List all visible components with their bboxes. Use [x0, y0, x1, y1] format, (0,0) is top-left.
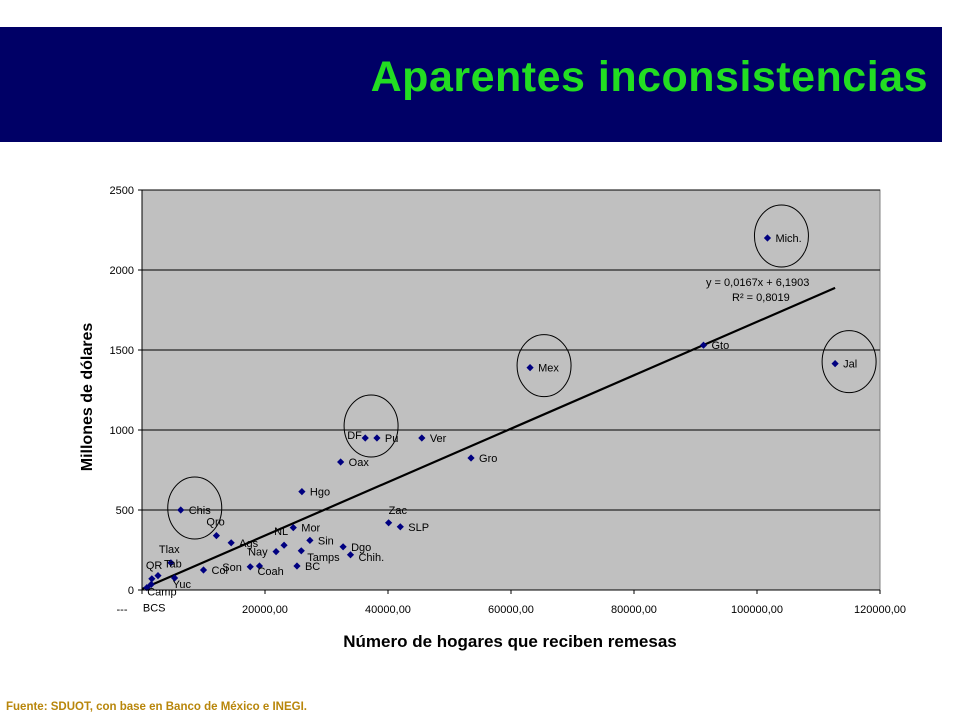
- point-label: QR: [146, 560, 163, 572]
- point-label: Tamps: [307, 552, 340, 564]
- point-label: BC: [305, 561, 320, 573]
- point-label: Chis: [189, 505, 212, 517]
- point-label: Son: [222, 562, 242, 574]
- data-point: [255, 562, 264, 570]
- point-label: Mor: [301, 523, 320, 535]
- point-label: Tab: [164, 559, 182, 571]
- point-label: Chih.: [358, 552, 384, 564]
- data-point: [199, 566, 208, 574]
- plot-area: [141, 189, 881, 591]
- y-tick-label: 0: [128, 585, 134, 597]
- source-note: Fuente: SDUOT, con base en Banco de Méxi…: [6, 701, 307, 713]
- y-tick-label: 2000: [110, 265, 134, 277]
- highlight-circle: [343, 394, 399, 458]
- point-label: Zac: [389, 505, 408, 517]
- point-label: Gto: [711, 340, 729, 352]
- y-tick-label: 1500: [110, 345, 134, 357]
- y-tick-label: 2500: [110, 185, 134, 197]
- y-tick-label: 1000: [110, 425, 134, 437]
- data-point: [289, 524, 297, 532]
- x-axis-title: Número de hogares que reciben remesas: [343, 632, 677, 651]
- point-label: Ver: [430, 433, 447, 445]
- slide-title: Aparentes inconsistencias: [370, 53, 928, 101]
- highlight-circle: [821, 330, 877, 394]
- data-point: [167, 559, 175, 567]
- data-point: [212, 532, 221, 540]
- data-point: [361, 434, 369, 442]
- point-label: SLP: [408, 522, 429, 534]
- trendline: [141, 286, 836, 591]
- x-tick-label: ---: [117, 604, 128, 616]
- y-axis-title: Millones de dólares: [79, 323, 96, 472]
- point-label: Jal: [843, 359, 857, 371]
- title-banner: Aparentes inconsistencias: [0, 27, 942, 142]
- data-point: [246, 563, 254, 571]
- data-point: [385, 519, 393, 527]
- data-point: [297, 547, 305, 555]
- point-label: Mex: [538, 363, 559, 375]
- trendline-r2: R² = 0,8019: [732, 292, 790, 304]
- data-point: [306, 536, 314, 544]
- point-label: Dgo: [351, 542, 371, 554]
- x-tick-label: 120000,00: [854, 604, 906, 616]
- point-label: Yuc: [173, 579, 192, 591]
- point-label: Mich.: [775, 233, 801, 245]
- data-point: [339, 543, 347, 551]
- point-label: Nay: [248, 547, 268, 559]
- data-point: [154, 572, 162, 580]
- point-label: BCS: [143, 603, 166, 615]
- data-point: [272, 548, 280, 556]
- data-point: [763, 234, 772, 242]
- point-label: Tlax: [159, 544, 180, 556]
- point-label: Camp: [147, 586, 176, 598]
- point-label: Qro: [206, 517, 224, 529]
- trendline-equation: y = 0,0167x + 6,1903: [706, 277, 809, 289]
- data-point: [298, 488, 306, 496]
- data-point: [227, 539, 235, 547]
- point-label: Ags: [239, 538, 258, 550]
- data-point: [699, 341, 708, 349]
- x-tick-label: 40000,00: [365, 604, 411, 616]
- point-label: Coah: [257, 566, 283, 578]
- data-point: [337, 458, 345, 466]
- data-point: [143, 584, 151, 592]
- point-label: Hgo: [310, 487, 330, 499]
- data-point: [170, 574, 179, 582]
- data-point: [148, 575, 156, 583]
- point-label: Col: [212, 565, 229, 577]
- y-tick-label: 500: [116, 505, 134, 517]
- point-label: DF: [347, 430, 362, 442]
- point-label: Pu: [385, 433, 398, 445]
- data-point: [467, 454, 475, 462]
- highlight-circle: [753, 204, 809, 268]
- data-point: [418, 434, 426, 442]
- highlight-circle: [167, 476, 223, 540]
- x-tick-label: 20000,00: [242, 604, 288, 616]
- data-point: [147, 580, 155, 588]
- highlight-circle: [516, 334, 572, 398]
- x-tick-label: 100000,00: [731, 604, 783, 616]
- point-label: NL: [274, 526, 288, 538]
- data-point: [373, 434, 381, 442]
- point-label: Gro: [479, 453, 497, 465]
- point-label: Sin: [318, 535, 334, 547]
- x-tick-label: 80000,00: [611, 604, 657, 616]
- x-tick-label: 60000,00: [488, 604, 534, 616]
- point-label: Oax: [349, 457, 370, 469]
- data-point: [346, 551, 355, 559]
- data-point: [280, 541, 288, 549]
- data-point: [396, 523, 404, 531]
- scatter-chart: Mich. Gto Jal Mex DF Pu Ver Gro Oax Hgo Chis ZacSLP…: [79, 185, 906, 651]
- data-point: [293, 562, 301, 570]
- data-point: [177, 506, 185, 514]
